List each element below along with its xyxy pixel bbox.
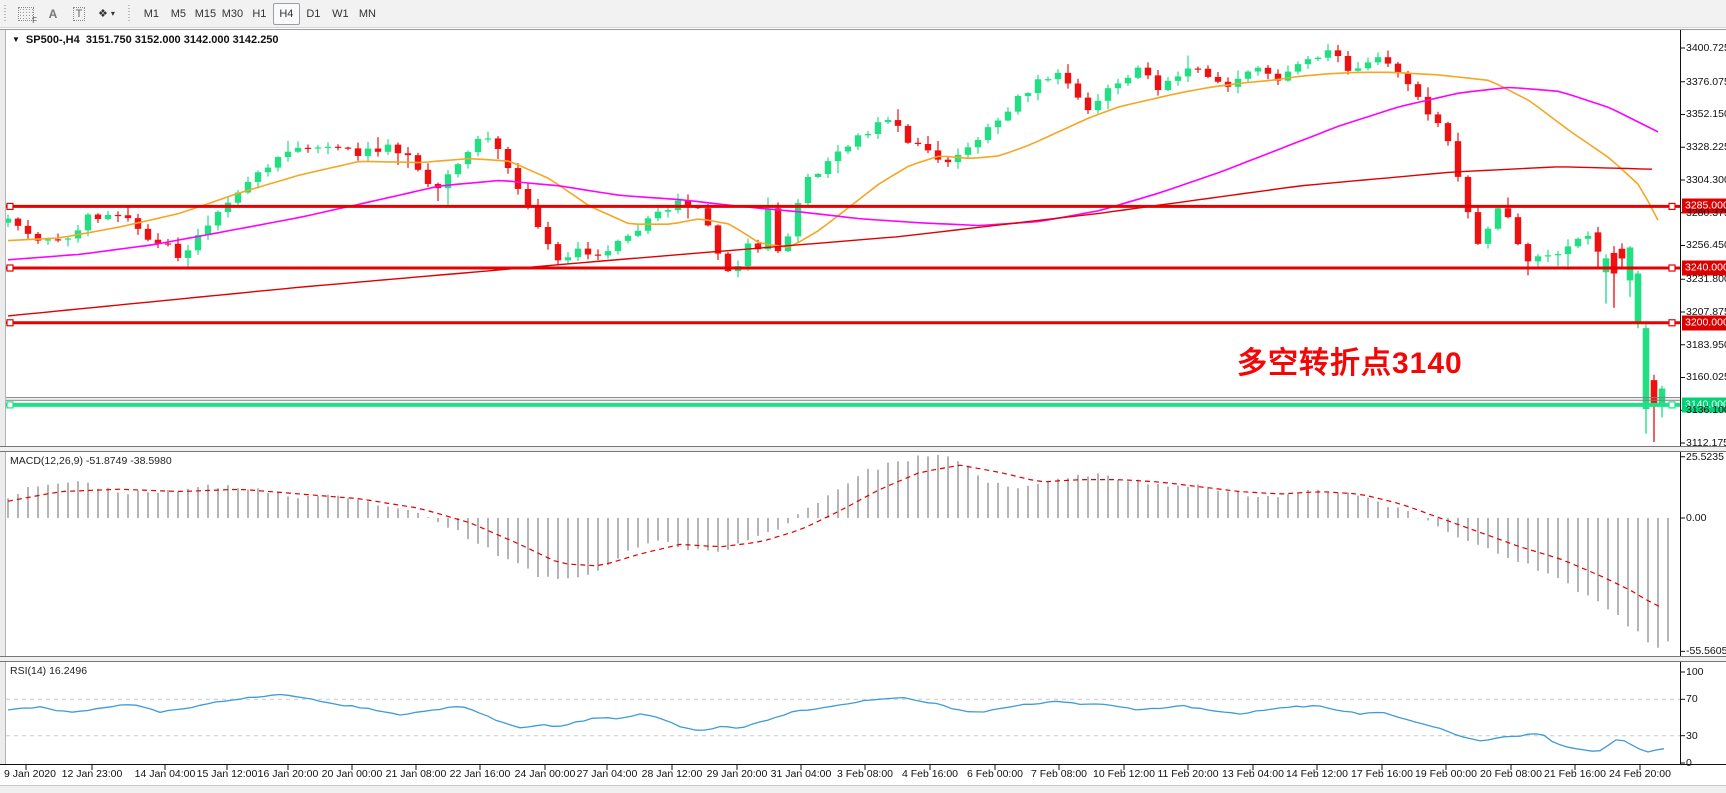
price-axis-label: 3207.875	[1686, 305, 1726, 318]
toolbar-drag-handle[interactable]	[3, 4, 8, 23]
time-axis-label: 27 Jan 04:00	[576, 768, 638, 780]
price-axis-label: 3376.075	[1686, 75, 1726, 88]
timeframe-toolbar-drag-handle[interactable]	[126, 4, 132, 23]
time-axis-label: 14 Jan 04:00	[134, 768, 196, 780]
text-label-tool-button[interactable]: A	[41, 3, 65, 25]
window-bottom-strip	[0, 785, 1726, 793]
rsi-axis-label: 30	[1686, 729, 1698, 742]
text-label-icon: A	[48, 6, 58, 21]
time-axis-label: 31 Jan 04:00	[770, 768, 832, 780]
timeframe-button-m1[interactable]: M1	[143, 7, 160, 20]
rsi-axis-label: 70	[1686, 693, 1698, 706]
time-axis-label: 7 Feb 08:00	[1030, 768, 1088, 780]
time-axis-label: 12 Jan 23:00	[61, 768, 123, 780]
chart-symbol-period: SP500-,H4	[25, 34, 80, 46]
price-axis-label: 3136.100	[1686, 404, 1726, 417]
timeframe-button-m30[interactable]: M30	[221, 7, 244, 20]
time-axis-label: 19 Feb 00:00	[1415, 768, 1477, 780]
time-axis-label: 29 Jan 20:00	[706, 768, 768, 780]
timeframe-button-h1[interactable]: H1	[252, 7, 267, 20]
shapes-icon: ❖	[98, 8, 108, 20]
time-axis-label: 16 Jan 20:00	[257, 768, 319, 780]
price-line-label: 3240.000	[1682, 260, 1726, 276]
chart-menu-triangle-icon[interactable]: ▼	[12, 35, 20, 44]
rsi-axis-label: 100	[1686, 666, 1704, 678]
text-box-tool-button[interactable]: T	[67, 3, 91, 25]
time-axis-label: 13 Feb 04:00	[1222, 768, 1284, 780]
price-axis-label: 3352.150	[1686, 108, 1726, 121]
timeframe-button-mn[interactable]: MN	[358, 7, 376, 20]
price-axis-label: 3328.225	[1686, 141, 1726, 154]
chevron-down-icon: ▾	[110, 9, 115, 18]
panel-splitter-macd[interactable]	[0, 447, 1726, 452]
time-axis-label: 20 Jan 00:00	[321, 768, 383, 780]
rsi-axis-label: 0	[1686, 757, 1692, 769]
grid-f-tool-button[interactable]: F	[13, 3, 39, 25]
panel-splitter-rsi[interactable]	[0, 657, 1726, 662]
timeframe-button-m5[interactable]: M5	[170, 7, 187, 20]
time-axis-label: 20 Feb 08:00	[1480, 768, 1542, 780]
grid-f-icon: F	[18, 6, 37, 25]
time-axis-label: 14 Feb 12:00	[1286, 768, 1348, 780]
price-axis-label: 3280.375	[1686, 206, 1726, 219]
time-axis-label: 11 Feb 20:00	[1157, 768, 1219, 780]
price-axis-label: 3400.725	[1686, 42, 1726, 54]
timeframe-button-m15[interactable]: M15	[194, 7, 217, 20]
chart-text-annotation: 多空转折点3140	[1237, 347, 1463, 380]
text-box-icon: T	[72, 6, 86, 21]
price-line-label: 3200.000	[1682, 315, 1726, 331]
price-axis-label: 3231.800	[1686, 273, 1726, 286]
macd-axis-label: -55.5605	[1686, 645, 1726, 658]
time-axis-label: 4 Feb 16:00	[901, 768, 959, 780]
price-axis-label: 3183.950	[1686, 338, 1726, 351]
time-axis-label: 3 Feb 08:00	[836, 768, 894, 780]
time-axis-label: 17 Feb 16:00	[1351, 768, 1413, 780]
chart-ohlc-values: 3151.750 3152.000 3142.000 3142.250	[85, 34, 279, 46]
time-axis-label: 24 Jan 00:00	[514, 768, 576, 780]
price-axis-label: 3256.450	[1686, 239, 1726, 252]
time-axis-label: 24 Feb 20:00	[1609, 768, 1671, 780]
macd-indicator-label: MACD(12,26,9) -51.8749 -38.5980	[10, 455, 172, 467]
time-axis-label: 15 Jan 12:00	[196, 768, 258, 780]
time-axis-label: 21 Jan 08:00	[385, 768, 447, 780]
price-line-label: 3140.000	[1682, 397, 1726, 413]
toolbar: F A T ❖ ▾ M1 M5 M15 M30 H1 H4 D1 W1 MN	[0, 0, 1726, 28]
time-axis-label: 9 Jan 2020	[4, 768, 56, 780]
time-axis-label: 21 Feb 16:00	[1544, 768, 1606, 780]
time-axis-label: 28 Jan 12:00	[641, 768, 703, 780]
rsi-indicator-label: RSI(14) 16.2496	[10, 665, 88, 677]
shapes-tool-button[interactable]: ❖ ▾	[93, 3, 120, 25]
price-axis-label: 3304.300	[1686, 173, 1726, 186]
price-line-label: 3285.000	[1682, 198, 1726, 214]
time-axis-label: 22 Jan 16:00	[449, 768, 511, 780]
timeframe-button-h4[interactable]: H4	[272, 2, 300, 25]
price-axis-label: 3160.025	[1686, 371, 1726, 384]
timeframe-button-d1[interactable]: D1	[306, 7, 321, 20]
time-axis-label: 6 Feb 00:00	[966, 768, 1024, 780]
time-axis-label: 10 Feb 12:00	[1093, 768, 1155, 780]
macd-axis-label: 0.00	[1686, 512, 1707, 524]
macd-axis-label: 25.5235	[1686, 450, 1724, 463]
chart-title: ▼ SP500-,H4 3151.750 3152.000 3142.000 31…	[12, 34, 279, 46]
price-axis-label: 3112.175	[1686, 436, 1726, 449]
timeframe-button-w1[interactable]: W1	[332, 7, 349, 20]
